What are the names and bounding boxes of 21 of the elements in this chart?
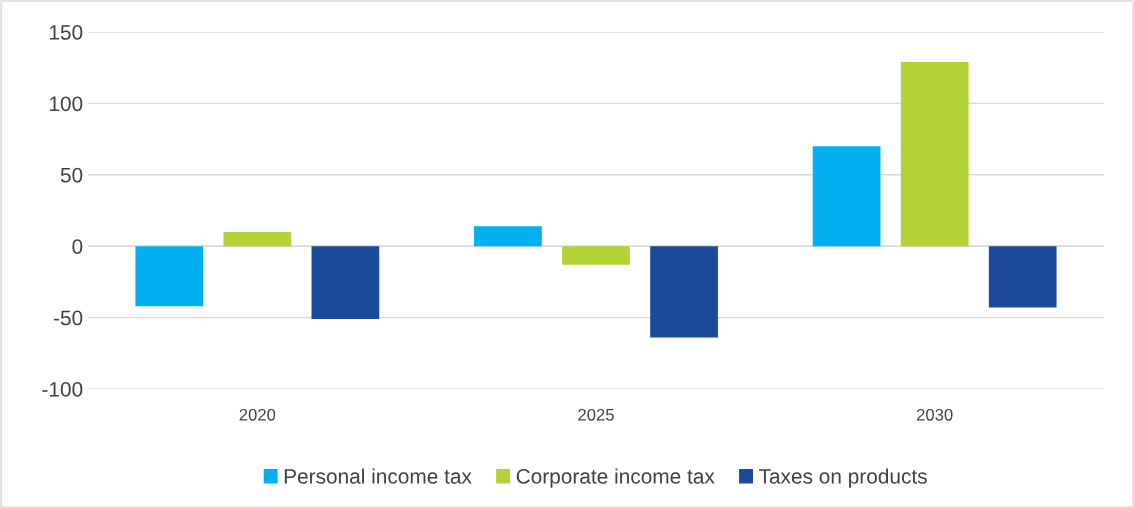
bar — [135, 246, 204, 307]
bar — [988, 246, 1057, 308]
y-tick-label: 100 — [49, 96, 83, 112]
y-tick-label: 150 — [49, 25, 83, 40]
x-tick-label: 2020 — [239, 408, 276, 421]
y-tick-label: 0 — [72, 239, 83, 254]
bar — [900, 61, 969, 247]
x-tick-label: 2025 — [578, 408, 614, 421]
bar — [812, 146, 881, 247]
y-tick-label: 50 — [60, 167, 83, 183]
bar — [311, 246, 380, 320]
y-tick-label: -100 — [42, 382, 83, 397]
bar — [474, 226, 542, 247]
legend-label: Taxes on products — [759, 468, 927, 488]
bar — [223, 231, 292, 247]
bar — [562, 246, 630, 265]
legend-label: Corporate income tax — [516, 468, 715, 488]
x-tick-label: 2030 — [916, 408, 953, 421]
bar — [650, 246, 718, 338]
legend-label: Personal income tax — [284, 468, 472, 484]
y-tick-label: -50 — [53, 310, 83, 326]
